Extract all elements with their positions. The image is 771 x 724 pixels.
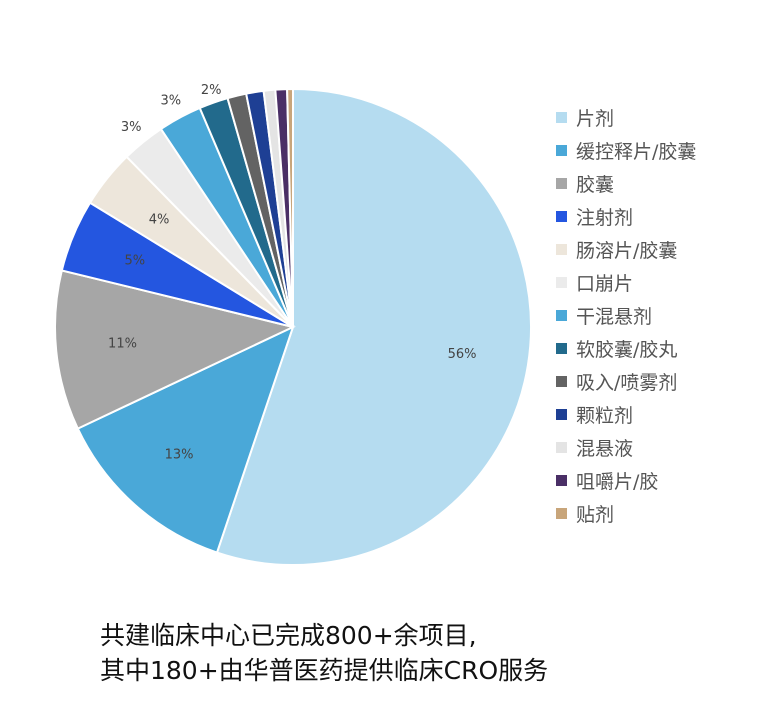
legend-swatch [556,145,567,156]
legend-label: 缓控释片/胶囊 [576,141,697,163]
legend-swatch [556,442,567,453]
pie-slice-1 [76,325,295,554]
legend-item-9: 颗粒剂 [556,398,696,431]
legend-swatch [556,178,567,189]
slice-value-label-7: 2% [201,83,222,98]
legend-label: 软胶囊/胶丸 [576,339,678,361]
legend-swatch [556,409,567,420]
legend-label: 贴剂 [576,504,615,526]
legend-item-5: 口崩片 [556,266,696,299]
legend-item-12: 贴剂 [556,497,696,530]
legend-label: 颗粒剂 [576,405,634,427]
legend-swatch [556,277,567,288]
slice-value-label-0: 56% [448,347,477,362]
pie-chart: 56% 13% 11% 5% 4% 3% 3% 2% [54,83,532,566]
chart-caption: 共建临床中心已完成800+余项目, 其中180+由华普医药提供临床CRO服务 [100,618,548,688]
legend-item-6: 干混悬剂 [556,299,696,332]
pie-slice-0 [215,87,532,566]
legend-swatch [556,343,567,354]
legend-swatch [556,112,567,123]
legend-item-2: 胶囊 [556,167,696,200]
legend-item-0: 片剂 [556,101,696,134]
legend-label: 混悬液 [576,438,634,460]
legend-item-8: 吸入/喷雾剂 [556,365,696,398]
slice-value-label-1: 13% [165,447,194,462]
pie-slice-2 [54,269,296,430]
legend-label: 干混悬剂 [576,306,653,328]
legend-item-7: 软胶囊/胶丸 [556,332,696,365]
slice-value-label-5: 3% [121,120,142,135]
slice-value-label-3: 5% [124,254,145,269]
legend-item-11: 咀嚼片/胶 [556,464,696,497]
legend-label: 胶囊 [576,174,615,196]
caption-line-2: 其中180+由华普医药提供临床CRO服务 [100,656,549,685]
legend-swatch [556,310,567,321]
legend-swatch [556,475,567,486]
legend-swatch [556,211,567,222]
legend-label: 口崩片 [576,273,634,295]
legend-item-1: 缓控释片/胶囊 [556,134,696,167]
legend-label: 咀嚼片/胶 [576,471,659,493]
legend-swatch [556,376,567,387]
legend-label: 注射剂 [576,207,634,229]
legend-label: 肠溶片/胶囊 [576,240,678,262]
slice-value-label-4: 4% [149,213,170,228]
legend-swatch [556,508,567,519]
chart-legend: 片剂缓控释片/胶囊 胶囊注射剂肠溶片/胶囊 口崩片干混悬剂软胶囊/胶丸 吸入/喷雾剂颗… [556,101,696,530]
slice-value-label-2: 11% [108,337,137,352]
legend-item-3: 注射剂 [556,200,696,233]
legend-label: 吸入/喷雾剂 [576,372,678,394]
legend-item-4: 肠溶片/胶囊 [556,233,696,266]
slice-value-label-6: 3% [161,93,182,108]
legend-item-10: 混悬液 [556,431,696,464]
caption-line-1: 共建临床中心已完成800+余项目, [100,621,477,650]
legend-label: 片剂 [576,108,615,130]
pie-slice-12 [286,87,294,328]
legend-swatch [556,244,567,255]
